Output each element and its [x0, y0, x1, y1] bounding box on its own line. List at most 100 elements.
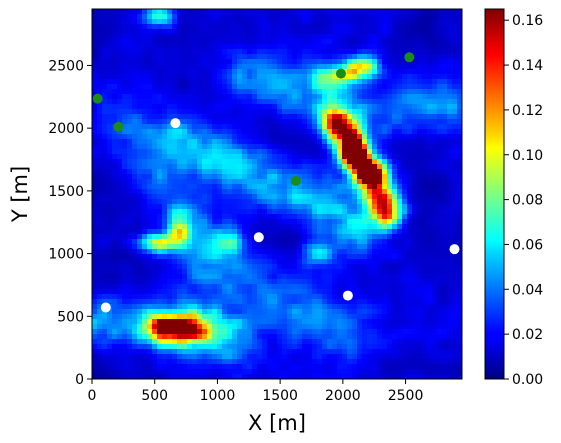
heatmap-cell [447, 49, 453, 55]
heatmap-cell [107, 309, 113, 315]
heatmap-cell [267, 24, 273, 30]
heatmap-cell [227, 209, 233, 215]
heatmap-cell [102, 79, 108, 85]
heatmap-cell [287, 309, 293, 315]
heatmap-cell [447, 314, 453, 320]
heatmap-cell [422, 144, 428, 150]
heatmap-cell [242, 139, 248, 145]
heatmap-cell [222, 54, 228, 60]
heatmap-cell [427, 284, 433, 290]
heatmap-cell [387, 24, 393, 30]
heatmap-cell [252, 29, 258, 35]
heatmap-cell [307, 274, 313, 280]
heatmap-cell [107, 184, 113, 190]
heatmap-cell [122, 9, 128, 15]
heatmap-cell [147, 64, 153, 70]
heatmap-cell [217, 334, 223, 340]
heatmap-cell [317, 99, 323, 105]
heatmap-cell [292, 209, 298, 215]
heatmap-cell [417, 39, 423, 45]
heatmap-cell [102, 329, 108, 335]
heatmap-cell [222, 279, 228, 285]
heatmap-cell [412, 69, 418, 75]
heatmap-cell [287, 299, 293, 305]
heatmap-cell [207, 64, 213, 70]
heatmap-cell [342, 134, 348, 140]
heatmap-cell [142, 239, 148, 245]
heatmap-cell [397, 139, 403, 145]
heatmap-cell [207, 279, 213, 285]
heatmap-cell [212, 269, 218, 275]
heatmap-cell [197, 154, 203, 160]
heatmap-cell [407, 229, 413, 235]
heatmap-cell [297, 269, 303, 275]
heatmap-cell [327, 84, 333, 90]
heatmap-cell [272, 124, 278, 130]
heatmap-cell [342, 119, 348, 125]
heatmap-cell [222, 119, 228, 125]
heatmap-cell [382, 49, 388, 55]
heatmap-cell [97, 139, 103, 145]
heatmap-cell [317, 294, 323, 300]
heatmap-cell [357, 164, 363, 170]
heatmap-cell [412, 274, 418, 280]
heatmap-cell [342, 124, 348, 130]
heatmap-cell [317, 9, 323, 15]
heatmap-cell [397, 64, 403, 70]
heatmap-cell [427, 289, 433, 295]
heatmap-cell [372, 179, 378, 185]
heatmap-cell [177, 149, 183, 155]
heatmap-cell [412, 159, 418, 165]
heatmap-cell [452, 14, 458, 20]
heatmap-cell [102, 124, 108, 130]
heatmap-cell [182, 159, 188, 165]
heatmap-cell [307, 294, 313, 300]
heatmap-cell [307, 299, 313, 305]
heatmap-cell [252, 74, 258, 80]
heatmap-cell [407, 49, 413, 55]
heatmap-cell [237, 109, 243, 115]
heatmap-cell [417, 244, 423, 250]
heatmap-cell [437, 19, 443, 25]
heatmap-cell [197, 189, 203, 195]
heatmap-cell [152, 269, 158, 275]
heatmap-cell [432, 89, 438, 95]
heatmap-cell [182, 284, 188, 290]
heatmap-cell [252, 39, 258, 45]
heatmap-cell [242, 79, 248, 85]
heatmap-cell [302, 294, 308, 300]
heatmap-cell [267, 274, 273, 280]
heatmap-cell [137, 244, 143, 250]
heatmap-cell [272, 94, 278, 100]
heatmap-cell [122, 179, 128, 185]
heatmap-cell [357, 89, 363, 95]
heatmap-cell [292, 279, 298, 285]
heatmap-cell [132, 179, 138, 185]
heatmap-cell [347, 204, 353, 210]
heatmap-cell [412, 339, 418, 345]
heatmap-cell [302, 139, 308, 145]
heatmap-cell [427, 49, 433, 55]
heatmap-cell [437, 54, 443, 60]
heatmap-cell [207, 94, 213, 100]
heatmap-cell [307, 209, 313, 215]
heatmap-cell [402, 29, 408, 35]
heatmap-cell [162, 229, 168, 235]
heatmap-cell [112, 144, 118, 150]
heatmap-cell [222, 224, 228, 230]
heatmap-cell [372, 249, 378, 255]
heatmap-cell [247, 224, 253, 230]
heatmap-cell [372, 314, 378, 320]
heatmap-cell [427, 134, 433, 140]
heatmap-cell [122, 259, 128, 265]
heatmap-cell [337, 99, 343, 105]
heatmap-cell [142, 109, 148, 115]
heatmap-cell [292, 234, 298, 240]
heatmap-cell [362, 29, 368, 35]
heatmap-cell [282, 149, 288, 155]
heatmap-cell [392, 164, 398, 170]
heatmap-cell [252, 19, 258, 25]
heatmap-cell [197, 339, 203, 345]
heatmap-cell [172, 234, 178, 240]
heatmap-cell [312, 159, 318, 165]
